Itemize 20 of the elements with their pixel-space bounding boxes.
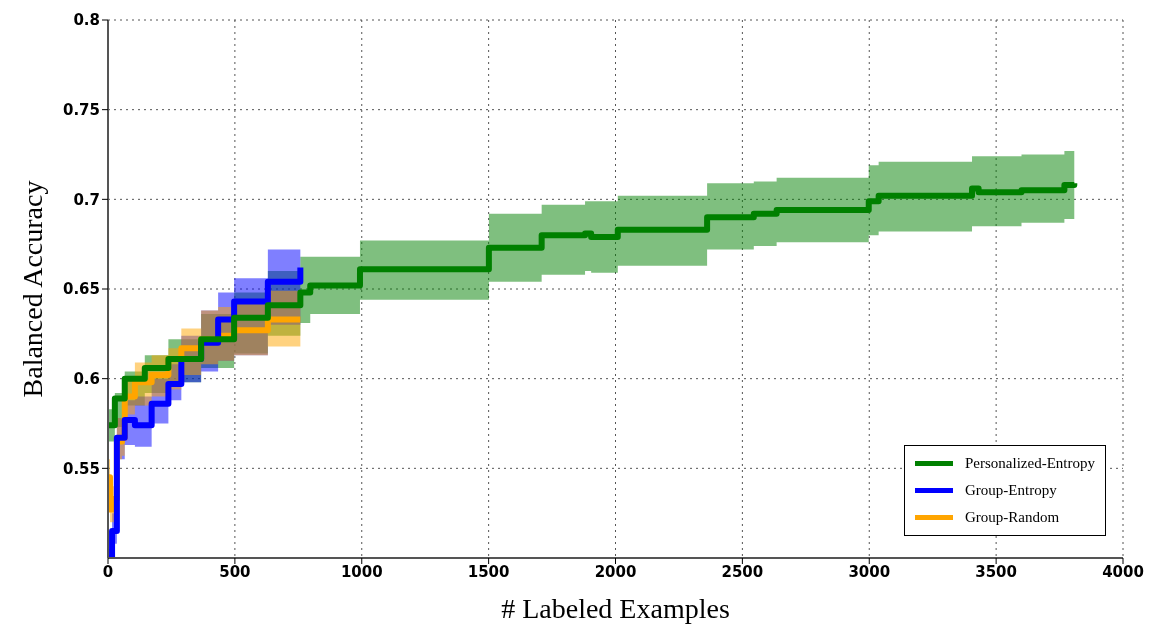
y-tick-label: 0.8 <box>73 11 100 30</box>
x-tick-label: 3500 <box>975 562 1017 581</box>
x-tick-label: 2000 <box>594 562 637 581</box>
y-tick-label: 0.7 <box>73 190 100 209</box>
legend-label: Personalized-Entropy <box>965 455 1095 472</box>
x-tick-label: 0 <box>102 562 114 581</box>
x-tick-label: 1500 <box>467 562 510 581</box>
x-tick-label: 4000 <box>1102 562 1144 581</box>
x-tick-label: 2500 <box>721 562 764 581</box>
x-tick-label: 1000 <box>340 562 383 581</box>
y-tick-label: 0.75 <box>62 100 100 119</box>
legend-label: Group-Random <box>965 509 1060 526</box>
x-axis-title: # Labeled Examples <box>501 593 730 624</box>
y-tick-label: 0.55 <box>62 459 100 478</box>
legend-label: Group-Entropy <box>965 482 1057 499</box>
y-axis-title: Balanced Accuracy <box>16 180 48 398</box>
y-tick-label: 0.65 <box>62 280 100 299</box>
x-tick-label: 3000 <box>848 562 891 581</box>
x-tick-label: 500 <box>219 562 251 581</box>
y-tick-label: 0.6 <box>73 369 100 388</box>
